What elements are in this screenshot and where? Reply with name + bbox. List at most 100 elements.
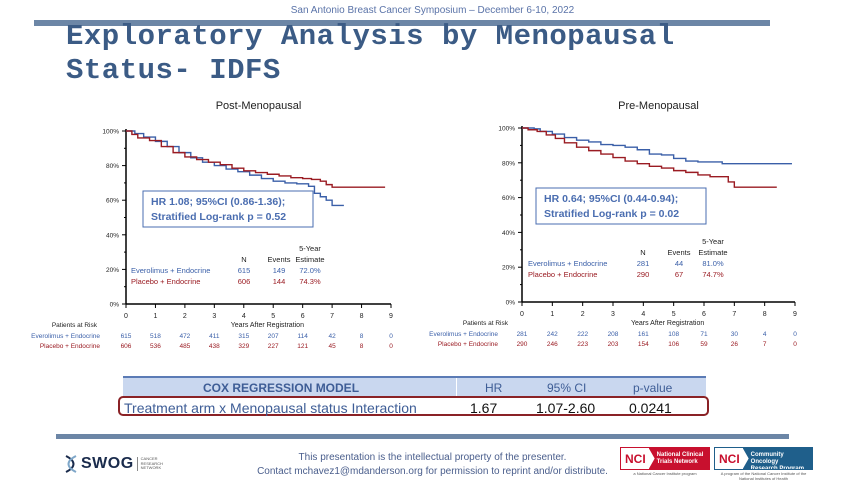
nci-nctn-name: National Clinical Trials Network — [648, 448, 709, 469]
legend-series-estimate: 74.3% — [299, 277, 321, 286]
at-risk-count: 7 — [763, 341, 767, 348]
at-risk-count: 242 — [547, 331, 558, 338]
x-tick-label: 3 — [611, 311, 615, 318]
nci-name-line: Community Oncology — [750, 452, 784, 465]
x-tick-label: 9 — [389, 313, 393, 320]
x-tick-label: 6 — [301, 313, 305, 320]
legend-series-estimate: 72.0% — [299, 266, 321, 275]
legend-series-events: 144 — [273, 277, 286, 286]
stats-logrank: Stratified Log-rank p = 0.02 — [544, 208, 679, 220]
slide-title-line1: Exploratory Analysis by Menopausal — [66, 20, 675, 53]
x-tick-label: 4 — [641, 311, 645, 318]
bottom-divider-bar — [56, 434, 789, 439]
cox-header-divider — [456, 378, 457, 398]
x-tick-label: 8 — [360, 313, 364, 320]
chart-title: Post-Menopausal — [216, 100, 302, 112]
at-risk-count: 8 — [360, 343, 364, 350]
x-tick-label: 3 — [212, 313, 216, 320]
y-tick-label: 0% — [110, 302, 120, 309]
at-risk-count: 161 — [638, 331, 649, 338]
swog-sub-line: RESEARCH — [140, 460, 163, 466]
at-risk-count: 290 — [517, 341, 528, 348]
y-tick-label: 0% — [506, 300, 516, 307]
at-risk-count: 42 — [328, 333, 336, 340]
at-risk-count: 223 — [577, 341, 588, 348]
legend-series-estimate: 81.0% — [702, 259, 724, 268]
swog-logo: SWOG CANCER RESEARCH NETWORK — [64, 454, 163, 474]
nci-ncorp-name: Community Oncology Research Program — [742, 448, 812, 469]
y-tick-label: 80% — [502, 160, 515, 167]
stats-box — [142, 190, 314, 228]
x-tick-label: 4 — [242, 313, 246, 320]
x-tick-label: 5 — [672, 311, 676, 318]
at-risk-count: 114 — [297, 333, 308, 340]
x-tick-label: 0 — [520, 311, 524, 318]
legend-header-events: Events — [668, 248, 691, 257]
chart-title: Pre-Menopausal — [618, 100, 699, 112]
at-risk-count: 411 — [209, 333, 220, 340]
at-risk-count: 8 — [360, 333, 364, 340]
at-risk-count: 26 — [731, 341, 739, 348]
at-risk-count: 203 — [608, 341, 619, 348]
cox-row-pvalue: 0.0241 — [629, 400, 672, 416]
at-risk-count: 518 — [150, 333, 161, 340]
at-risk-row-name: Everolimus + Endocrine — [429, 331, 498, 338]
x-tick-label: 2 — [183, 313, 187, 320]
x-axis-label: Years After Registration — [631, 320, 704, 327]
legend-series-n: 290 — [637, 270, 650, 279]
nci-name-line: National Clinical — [656, 452, 704, 458]
legend-series-name: Placebo + Endocrine — [131, 277, 200, 286]
stats-hr-ci: HR 0.64; 95%CI (0.44-0.94); — [544, 193, 678, 205]
legend-series-name: Everolimus + Endocrine — [528, 259, 607, 268]
x-tick-label: 6 — [702, 311, 706, 318]
legend-header-events: Events — [268, 255, 291, 264]
at-risk-count: 121 — [297, 343, 308, 350]
at-risk-count: 281 — [517, 331, 528, 338]
x-tick-label: 5 — [271, 313, 275, 320]
at-risk-count: 4 — [763, 331, 767, 338]
at-risk-label: Patients at Risk — [463, 320, 509, 327]
y-tick-label: 100% — [102, 129, 119, 136]
y-tick-label: 100% — [498, 126, 515, 133]
cox-row-model: Treatment arm x Menopausal status Intera… — [124, 400, 417, 416]
at-risk-count: 438 — [209, 343, 220, 350]
dna-icon — [65, 455, 77, 473]
at-risk-count: 329 — [238, 343, 249, 350]
at-risk-count: 315 — [238, 333, 249, 340]
at-risk-count: 615 — [121, 333, 132, 340]
x-tick-label: 7 — [330, 313, 334, 320]
nci-name-line: Trials Network — [656, 459, 698, 465]
at-risk-count: 207 — [268, 333, 279, 340]
stats-logrank: Stratified Log-rank p = 0.52 — [151, 211, 286, 223]
legend-header-n: N — [241, 255, 246, 264]
x-tick-label: 7 — [732, 311, 736, 318]
nci-ncorp-subtitle: A program of the National Cancer Institu… — [720, 471, 807, 481]
nci-nctn-subtitle: a National Cancer Institute program — [633, 471, 697, 476]
at-risk-count: 222 — [577, 331, 588, 338]
legend-header-estimate: Estimate — [295, 255, 324, 264]
cox-table-row: Treatment arm x Menopausal status Intera… — [118, 396, 709, 416]
at-risk-row-name: Placebo + Endocrine — [40, 343, 101, 350]
at-risk-count: 227 — [268, 343, 279, 350]
at-risk-label: Patients at Risk — [52, 322, 98, 329]
y-tick-label: 60% — [106, 198, 119, 205]
legend-header-5year: 5-Year — [702, 237, 724, 246]
at-risk-count: 0 — [389, 343, 393, 350]
at-risk-count: 208 — [608, 331, 619, 338]
cox-header-hr: HR — [485, 381, 503, 395]
footer-line2: Contact mchavez1@mdanderson.org for perm… — [257, 466, 608, 477]
x-tick-label: 8 — [763, 311, 767, 318]
top-divider-bar — [34, 20, 770, 26]
at-risk-count: 30 — [731, 331, 739, 338]
legend-series-name: Everolimus + Endocrine — [131, 266, 210, 275]
footer-line1: This presentation is the intellectual pr… — [298, 452, 567, 463]
at-risk-count: 0 — [793, 341, 797, 348]
swog-wordmark: SWOG — [81, 455, 134, 472]
at-risk-count: 606 — [121, 343, 132, 350]
cox-header-ci: 95% CI — [547, 381, 587, 395]
legend-series-n: 615 — [238, 266, 251, 275]
stats-box — [535, 187, 707, 225]
nci-name-line: Research Program — [750, 466, 805, 472]
